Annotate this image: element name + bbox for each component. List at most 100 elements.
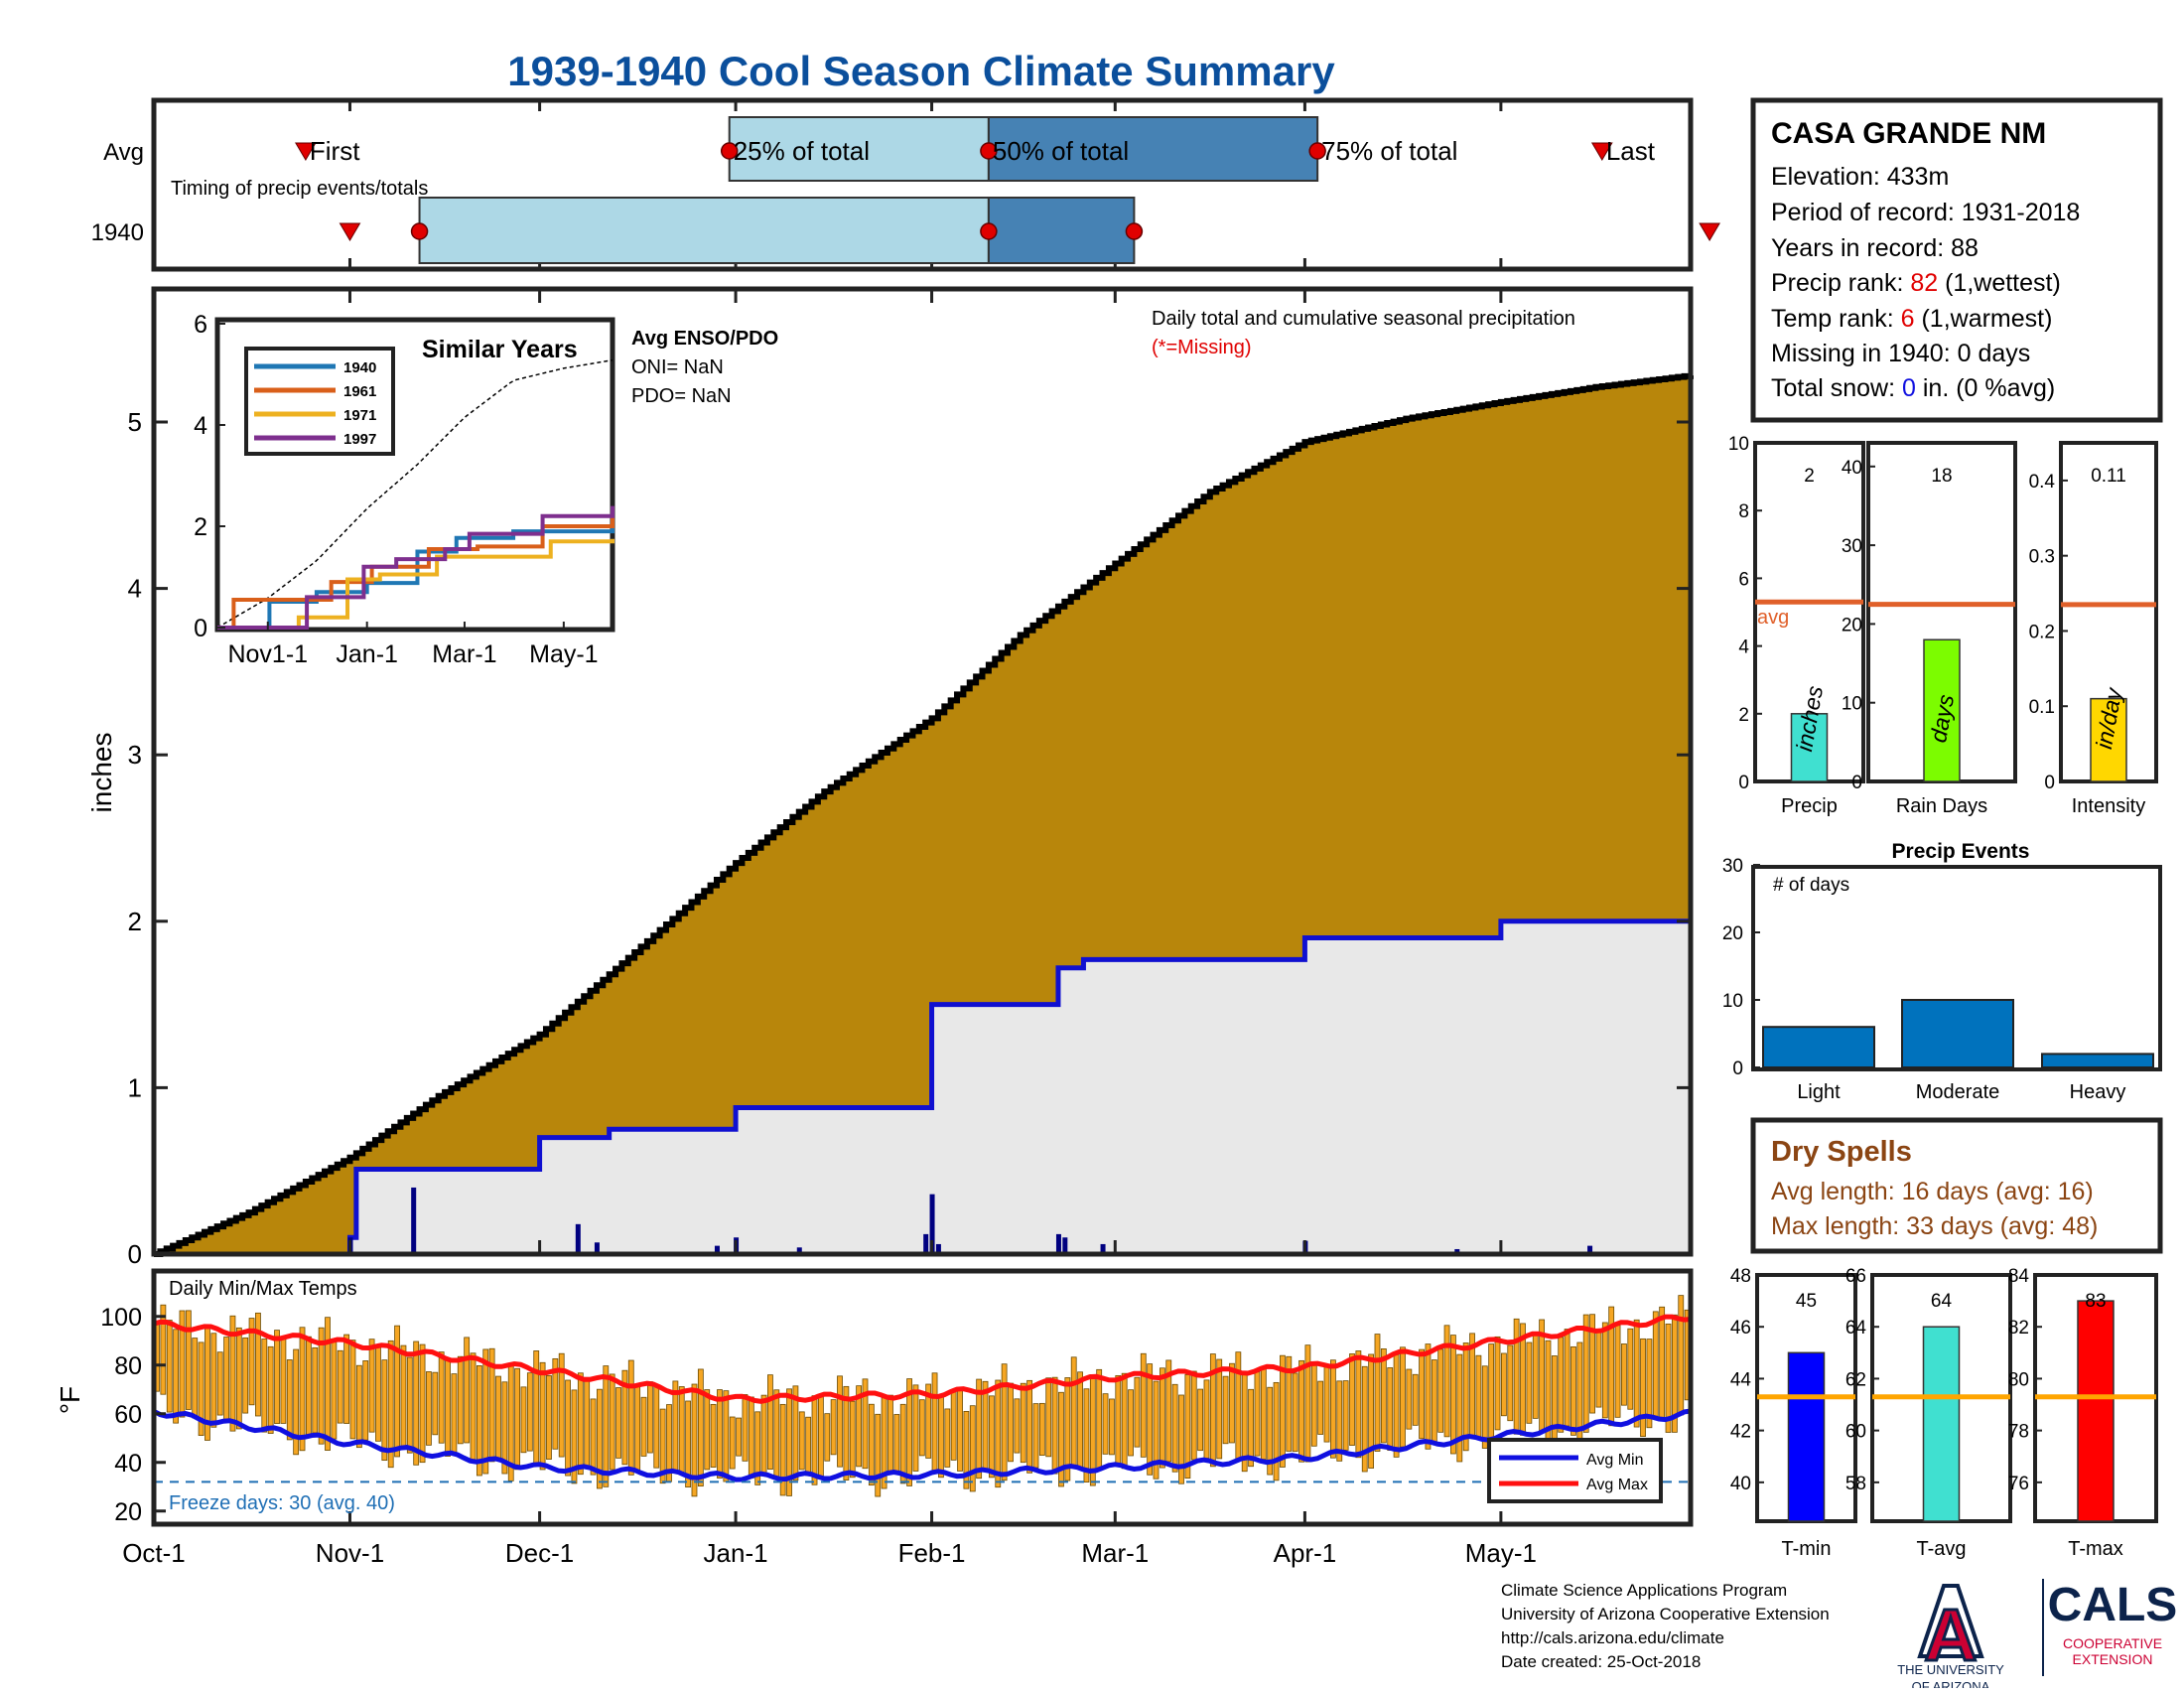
mini-precip-tick-label: 30 [1842,536,1862,557]
daily-temp-bar [717,1389,723,1479]
snow-prefix: Total snow: [1771,374,1902,402]
daily-temp-bar [1671,1314,1678,1433]
daily-temp-bar [811,1395,818,1485]
timing-marker-label: 75% of total [1321,136,1457,166]
mini-temp-tick-label: 60 [1845,1422,1866,1443]
daily-temp-bar [1260,1366,1267,1461]
daily-temp-bar [1121,1372,1128,1470]
timing-row-1940: 1940 [91,219,144,246]
daily-temp-bar [248,1318,255,1406]
daily-temp-bar [1209,1353,1216,1468]
temp-rank-prefix: Temp rank: [1771,305,1901,333]
daily-temp-bar [1014,1398,1021,1454]
mini-precip-value: 2 [1804,466,1815,487]
daily-temp-bar [805,1416,812,1477]
mini-precip-tick-label: 0.2 [2029,622,2055,642]
daily-temp-bar [476,1365,482,1477]
daily-temp-bar [261,1339,268,1433]
daily-temp-bar [685,1400,692,1488]
mini-temp-tick-label: 76 [2008,1474,2029,1494]
precip-events-bar [1901,999,2014,1068]
daily-temp-bar [723,1390,730,1482]
precip-rank-suffix: (1,wettest) [1938,269,2061,297]
footer-link[interactable]: http://cals.arizona.edu/climate [1501,1628,1724,1647]
enso-title: Avg ENSO/PDO [631,328,778,350]
daily-temp-bar [710,1403,717,1468]
daily-temp-bar [1419,1348,1425,1440]
daily-temp-bar [875,1413,882,1497]
mini-precip-tick-label: 0 [2044,773,2055,793]
x-axis-month-label: Apr-1 [1274,1538,1337,1568]
mini-precip-tick-label: 6 [1738,569,1749,590]
inset-series-line [217,505,614,630]
daily-temp-bar [160,1304,167,1395]
daily-temp-bar [464,1337,471,1444]
daily-temp-bar [1646,1339,1653,1429]
daily-temp-bar [868,1403,875,1486]
mini-precip-tick-label: 10 [1842,694,1862,715]
precip-events-bars: Light Moderate Heavy 0 10 20 30 [1722,856,2154,1103]
main-frame [151,286,1694,1257]
daily-temp-bar [343,1334,350,1424]
precip-events-tick-label: 0 [1732,1058,1743,1079]
footer-credits: Climate Science Applications Program Uni… [1501,1579,1830,1674]
daily-temp-bar [1323,1365,1330,1443]
footer-line-2: University of Arizona Cooperative Extens… [1501,1605,1830,1623]
y1940-p75-marker [1125,222,1144,240]
daily-temp-bar [760,1394,767,1477]
cals-logo-line1: COOPERATIVE [2063,1635,2162,1651]
daily-temp-bar [1134,1376,1141,1448]
inset-legend-label: 1971 [343,407,376,424]
avg-max-label: Avg Max [1586,1477,1648,1493]
mini-precip-label: Precip [1781,795,1838,817]
x-axis-month-label: Mar-1 [1081,1538,1149,1568]
missing-days: Missing in 1940: 0 days [1771,340,2030,367]
daily-temp-bar [1280,1354,1286,1468]
daily-temp-bar [1507,1344,1514,1422]
mini-temp-charts: 40 42 44 46 48 45 T-min 58 60 62 64 66 64 T-avg 76 78 80… [1730,1266,2158,1560]
main-y-tick-label: 1 [128,1072,142,1102]
main-caption: Daily total and cumulative seasonal prec… [1152,308,1575,330]
daily-temp-bar [615,1387,621,1459]
daily-temp-bar [1627,1328,1634,1410]
cals-logo-text: CALS [2048,1579,2178,1631]
inset-series-line [217,538,614,630]
daily-temp-bar [779,1403,786,1496]
daily-temp-bar [286,1359,293,1441]
daily-temp-bar [267,1345,274,1434]
ua-logo-line1: THE UNIVERSITY [1897,1662,2004,1677]
timing-caption: Timing of precip events/totals [171,178,428,200]
daily-temp-bar [1147,1363,1154,1476]
daily-temp-bar [1412,1373,1419,1426]
precip-events-category: Heavy [2070,1081,2126,1103]
mini-temp-tick-label: 58 [1845,1474,1866,1494]
inset-y-tick-label: 0 [194,615,207,642]
daily-temp-bar [640,1396,647,1457]
precip-events-tick-label: 20 [1722,923,1743,944]
daily-temp-bar [899,1403,906,1484]
daily-temp-bar [798,1411,805,1471]
daily-temp-bar [1431,1359,1437,1444]
daily-temp-bar [893,1414,900,1474]
daily-temp-bar [1582,1314,1589,1433]
mini-temp-tick-label: 66 [1845,1266,1866,1287]
temp-legend: Avg Min Avg Max [1487,1438,1663,1503]
daily-temp-bar [1621,1343,1627,1406]
cals-logo-line2: EXTENSION [2073,1651,2153,1667]
precip-events-category: Moderate [1916,1081,2000,1103]
daily-temp-bar [1355,1350,1362,1459]
inset-x-tick-label: Nov1-1 [227,640,308,668]
main-y-tick-label: 4 [128,574,142,604]
daily-temp-bar [1450,1335,1456,1455]
mini-precip-tick-label: 4 [1738,637,1749,658]
daily-temp-bar [451,1373,458,1456]
mini-temp-tick-label: 78 [2008,1422,2029,1443]
daily-temp-bar [1128,1389,1134,1457]
precip-rank: Precip rank: 82 (1,wettest) [1771,269,2061,297]
daily-temp-bar [185,1310,192,1410]
daily-precip-bar [935,1243,941,1254]
daily-temp-bar [1248,1388,1254,1468]
timing-row-avg: Avg [103,139,144,166]
daily-temp-bar [1229,1362,1235,1444]
daily-temp-bar [691,1383,698,1497]
